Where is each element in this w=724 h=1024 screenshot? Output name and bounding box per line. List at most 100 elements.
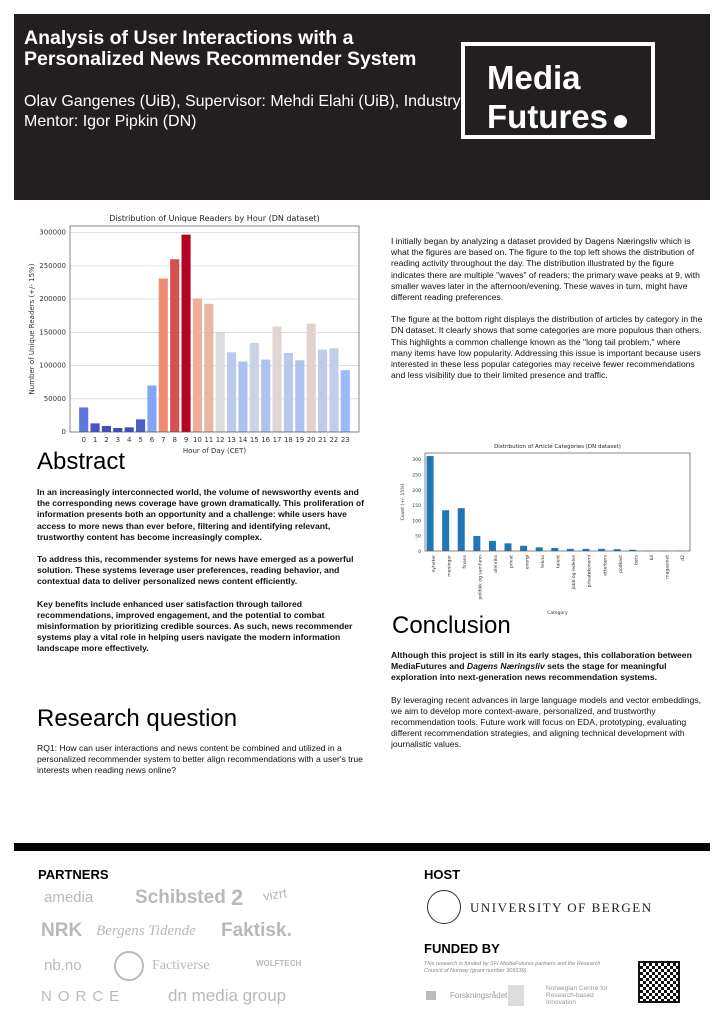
- bar: [457, 508, 465, 551]
- x-tick-label: meninger: [446, 555, 452, 577]
- x-tick-label: 11: [204, 436, 213, 444]
- intro-p1: I initially began by analyzing a dataset…: [391, 236, 700, 303]
- x-tick-label: jobb og ledelse: [571, 555, 577, 590]
- x-tick-label: 20: [307, 436, 316, 444]
- norce-logo: NORCE: [41, 988, 126, 1005]
- x-tick-label: 7: [161, 436, 165, 444]
- y-tick-label: 150: [412, 503, 421, 509]
- bar: [113, 428, 123, 432]
- y-tick-label: 250: [412, 472, 421, 478]
- bar: [79, 407, 89, 432]
- x-tick-label: 18: [284, 436, 293, 444]
- x-tick-label: tekno: [540, 555, 546, 568]
- host-heading: HOST: [424, 867, 461, 882]
- y-tick-label: 200: [412, 488, 421, 494]
- bar: [101, 426, 111, 432]
- bar: [442, 510, 450, 551]
- chart-title: Distribution of Unique Readers by Hour (…: [109, 214, 320, 223]
- x-tick-label: 6: [150, 436, 155, 444]
- factiverse-logo: Factiverse: [152, 958, 210, 973]
- bar: [613, 549, 621, 551]
- x-tick-label: bil: [649, 555, 655, 560]
- x-tick-label: 17: [273, 436, 282, 444]
- x-tick-label: 2: [104, 436, 108, 444]
- x-tick-label: 1: [93, 436, 97, 444]
- x-tick-label: 8: [172, 436, 176, 444]
- bar: [535, 547, 543, 551]
- bar: [488, 540, 496, 551]
- y-tick-label: 0: [418, 549, 421, 555]
- bar: [504, 543, 512, 551]
- amedia-logo: amedia: [44, 889, 94, 906]
- dn-media-group-logo: dn media group: [168, 986, 287, 1005]
- vizrt-logo: vizrt: [262, 885, 288, 904]
- bar: [238, 361, 248, 432]
- x-tick-label: 13: [227, 436, 236, 444]
- bar: [90, 423, 100, 432]
- x-tick-label: 4: [127, 436, 132, 444]
- bar: [340, 370, 350, 432]
- x-tick-label: nyheter: [431, 555, 437, 573]
- y-axis-label: Number of Unique Readers (+/- 15%): [28, 263, 36, 394]
- chart-title: Distribution of Article Categories (DN d…: [494, 444, 621, 450]
- faktisk-logo: Faktisk.: [221, 920, 292, 941]
- bar: [215, 332, 225, 432]
- bar: [306, 323, 316, 432]
- article-categories-chart: Distribution of Article Categories (DN d…: [400, 444, 691, 616]
- bar: [329, 348, 339, 432]
- bar: [124, 427, 134, 432]
- x-tick-label: talent: [556, 555, 562, 568]
- x-tick-label: 21: [318, 436, 327, 444]
- x-tick-label: privat: [509, 555, 515, 568]
- x-tick-label: energi: [524, 555, 530, 569]
- x-tick-label: børs: [633, 554, 639, 564]
- x-tick-label: podkast: [618, 555, 624, 573]
- funded-heading: FUNDED BY: [424, 941, 500, 956]
- x-tick-label: d2: [680, 555, 686, 561]
- logo-line1: Media: [487, 59, 581, 96]
- tv2-logo: 2: [231, 885, 244, 910]
- plot-frame: [69, 225, 360, 433]
- y-tick-label: 300: [412, 457, 421, 463]
- x-tick-label: 22: [329, 436, 338, 444]
- uib-seal-icon: [427, 890, 461, 924]
- bar: [181, 234, 191, 432]
- partners-heading: PARTNERS: [38, 867, 109, 882]
- bar: [629, 549, 637, 551]
- intro-text: I initially began by analyzing a dataset…: [391, 236, 703, 392]
- research-heading: Research question: [37, 705, 238, 732]
- nb-no-logo: nb.no: [44, 957, 82, 974]
- bar: [272, 326, 282, 432]
- bar: [227, 352, 237, 432]
- nrk-logo: NRK: [41, 920, 83, 941]
- bar: [473, 535, 481, 551]
- y-tick-label: 50000: [44, 395, 66, 403]
- x-tick-label: 23: [341, 436, 350, 444]
- logo-line2: Futures: [487, 97, 651, 136]
- bar: [566, 548, 574, 551]
- conclusion-text: Although this project is still in its ea…: [391, 650, 706, 762]
- x-tick-label: utenriks: [493, 554, 499, 573]
- x-tick-label: 5: [138, 436, 142, 444]
- y-tick-label: 100: [412, 518, 421, 524]
- bar: [170, 259, 180, 432]
- uib-logo-text: UNIVERSITY OF BERGEN: [470, 900, 653, 915]
- x-tick-label: politikk og samfunn: [478, 555, 484, 600]
- plot-frame: [424, 452, 691, 552]
- bar: [261, 359, 271, 432]
- y-tick-label: 150000: [39, 328, 66, 336]
- y-tick-label: 200000: [39, 295, 66, 303]
- qr-code[interactable]: [638, 961, 680, 1003]
- bar: [426, 456, 434, 551]
- schibsted-logo: Schibsted: [135, 887, 226, 908]
- bar: [136, 419, 146, 432]
- y-tick-label: 100000: [39, 362, 66, 370]
- x-tick-label: 16: [261, 436, 270, 444]
- abstract-p2: To address this, recommender systems for…: [37, 554, 354, 587]
- x-tick-label: 9: [184, 436, 188, 444]
- bar: [147, 385, 157, 432]
- abstract-p1: In an increasingly interconnected world,…: [37, 487, 364, 542]
- x-tick-label: magasinet: [665, 555, 671, 579]
- abstract-p3: Key benefits include enhanced user satis…: [37, 598, 353, 654]
